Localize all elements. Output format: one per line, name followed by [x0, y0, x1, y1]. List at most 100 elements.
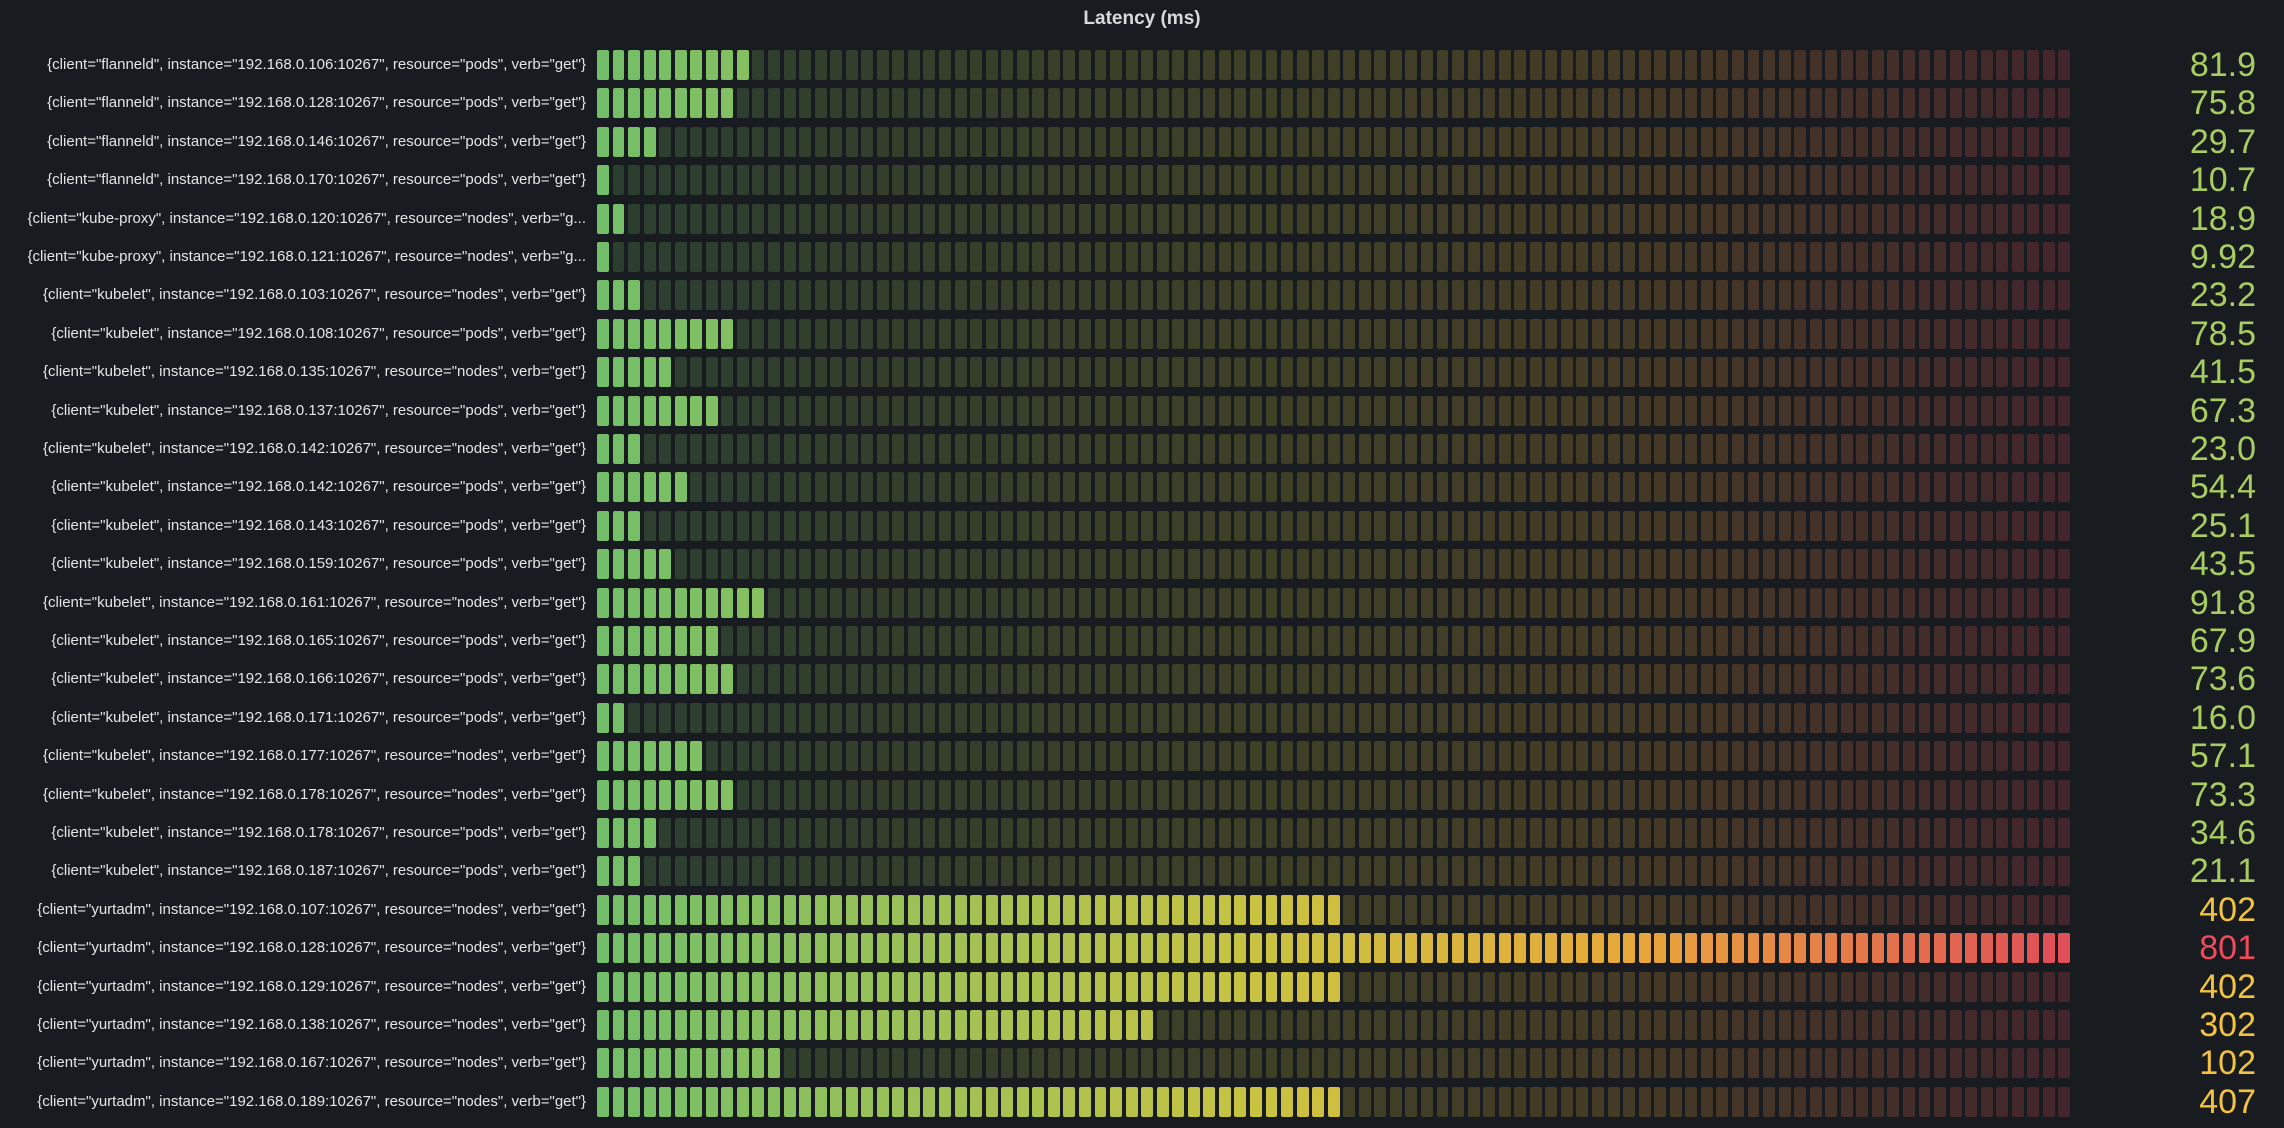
gauge-cell-unlit — [768, 318, 780, 349]
gauge-bar[interactable] — [597, 318, 2074, 349]
gauge-row[interactable]: {client="kubelet", instance="192.168.0.1… — [0, 584, 2284, 622]
gauge-row[interactable]: {client="flanneld", instance="192.168.0.… — [0, 84, 2284, 122]
gauge-row[interactable]: {client="kubelet", instance="192.168.0.1… — [0, 276, 2284, 314]
gauge-cell-unlit — [1063, 626, 1076, 656]
gauge-row[interactable]: {client="kubelet", instance="192.168.0.1… — [0, 430, 2284, 468]
gauge-cell-unlit — [1747, 318, 1760, 349]
gauge-cell-unlit — [814, 702, 827, 733]
gauge-cell-unlit — [1778, 510, 1791, 541]
gauge-cell-unlit — [768, 88, 780, 119]
gauge-cell-unlit — [752, 779, 765, 810]
gauge-cell-lit — [612, 357, 625, 388]
gauge-bar[interactable] — [597, 664, 2074, 695]
gauge-bar[interactable] — [597, 894, 2074, 925]
gauge-cell-lit — [612, 626, 625, 656]
gauge-bar[interactable] — [597, 779, 2074, 810]
gauge-row[interactable]: {client="yurtadm", instance="192.168.0.1… — [0, 1044, 2284, 1082]
gauge-bar[interactable] — [597, 549, 2074, 580]
gauge-cell-unlit — [783, 318, 796, 349]
gauge-bar[interactable] — [597, 933, 2074, 964]
gauge-bar[interactable] — [597, 203, 2074, 234]
gauge-row[interactable]: {client="flanneld", instance="192.168.0.… — [0, 123, 2284, 161]
gauge-bar[interactable] — [597, 472, 2074, 503]
gauge-bar[interactable] — [597, 741, 2074, 772]
gauge-row[interactable]: {client="yurtadm", instance="192.168.0.1… — [0, 1006, 2284, 1044]
gauge-cell-unlit — [1980, 779, 1993, 810]
gauge-bar[interactable] — [597, 242, 2074, 272]
gauge-bar[interactable] — [597, 818, 2074, 848]
gauge-cell-unlit — [1358, 395, 1371, 426]
gauge-cell-unlit — [1436, 1048, 1449, 1079]
gauge-bar[interactable] — [597, 1010, 2074, 1040]
gauge-cell-unlit — [1374, 664, 1387, 695]
gauge-bar[interactable] — [597, 126, 2074, 157]
gauge-row[interactable]: {client="yurtadm", instance="192.168.0.1… — [0, 968, 2284, 1006]
gauge-row[interactable]: {client="kubelet", instance="192.168.0.1… — [0, 622, 2284, 660]
gauge-bar[interactable] — [597, 50, 2074, 80]
gauge-bar[interactable] — [597, 357, 2074, 388]
gauge-bar[interactable] — [597, 88, 2074, 119]
gauge-cell-unlit — [1467, 549, 1480, 580]
gauge-bar[interactable] — [597, 434, 2074, 464]
gauge-row[interactable]: {client="kubelet", instance="192.168.0.1… — [0, 392, 2284, 430]
gauge-bar[interactable] — [597, 856, 2074, 887]
gauge-cell-lit — [1141, 971, 1154, 1002]
gauge-row[interactable]: {client="kubelet", instance="192.168.0.1… — [0, 776, 2284, 814]
gauge-row[interactable]: {client="kubelet", instance="192.168.0.1… — [0, 814, 2284, 852]
gauge-cell-unlit — [1871, 741, 1884, 772]
gauge-row[interactable]: {client="kubelet", instance="192.168.0.1… — [0, 699, 2284, 737]
gauge-row[interactable]: {client="kubelet", instance="192.168.0.1… — [0, 315, 2284, 353]
gauge-row[interactable]: {client="kubelet", instance="192.168.0.1… — [0, 507, 2284, 545]
gauge-cell-unlit — [1700, 702, 1713, 733]
gauge-cell-unlit — [1794, 434, 1807, 464]
gauge-cell-unlit — [1763, 1086, 1775, 1117]
gauge-bar[interactable] — [597, 971, 2074, 1002]
gauge-row[interactable]: {client="kube-proxy", instance="192.168.… — [0, 200, 2284, 238]
gauge-cell-unlit — [954, 702, 967, 733]
gauge-row[interactable]: {client="kubelet", instance="192.168.0.1… — [0, 545, 2284, 583]
gauge-bar[interactable] — [597, 1048, 2074, 1079]
gauge-cell-unlit — [1871, 395, 1884, 426]
gauge-row[interactable]: {client="kubelet", instance="192.168.0.1… — [0, 468, 2284, 506]
gauge-row[interactable]: {client="flanneld", instance="192.168.0.… — [0, 46, 2284, 84]
gauge-cell-unlit — [1685, 318, 1698, 349]
gauge-cell-lit — [861, 894, 874, 925]
gauge-row[interactable]: {client="yurtadm", instance="192.168.0.1… — [0, 929, 2284, 967]
gauge-row[interactable]: {client="kubelet", instance="192.168.0.1… — [0, 353, 2284, 391]
gauge-cell-unlit — [721, 472, 734, 503]
gauge-cell-unlit — [1047, 280, 1060, 311]
gauge-row[interactable]: {client="yurtadm", instance="192.168.0.1… — [0, 891, 2284, 929]
gauge-cell-lit — [1172, 933, 1185, 964]
gauge-bar[interactable] — [597, 510, 2074, 541]
gauge-cell-unlit — [1560, 587, 1573, 618]
gauge-cell-unlit — [1421, 894, 1433, 925]
gauge-row[interactable]: {client="flanneld", instance="192.168.0.… — [0, 161, 2284, 199]
gauge-row[interactable]: {client="yurtadm", instance="192.168.0.1… — [0, 1083, 2284, 1121]
gauge-cell-unlit — [674, 818, 687, 848]
gauge-cell-unlit — [1343, 203, 1356, 234]
gauge-cell-unlit — [2058, 664, 2071, 695]
gauge-cell-unlit — [1125, 50, 1138, 80]
gauge-bar[interactable] — [597, 587, 2074, 618]
gauge-bar[interactable] — [597, 626, 2074, 656]
gauge-cell-unlit — [1685, 50, 1698, 80]
gauge-row[interactable]: {client="kubelet", instance="192.168.0.1… — [0, 660, 2284, 698]
gauge-bar[interactable] — [597, 1086, 2074, 1117]
gauge-cell-unlit — [1078, 1048, 1091, 1079]
gauge-bar[interactable] — [597, 165, 2074, 196]
gauge-bar[interactable] — [597, 702, 2074, 733]
gauge-cell-lit — [1996, 933, 2009, 964]
gauge-cell-unlit — [1094, 856, 1107, 887]
panel-title[interactable]: Latency (ms) — [1083, 8, 1201, 29]
gauge-cell-lit — [628, 933, 641, 964]
gauge-bar[interactable] — [597, 395, 2074, 426]
gauge-cell-unlit — [1576, 779, 1589, 810]
gauge-row[interactable]: {client="kubelet", instance="192.168.0.1… — [0, 737, 2284, 775]
gauge-row[interactable]: {client="kube-proxy", instance="192.168.… — [0, 238, 2284, 276]
gauge-cell-unlit — [830, 1048, 843, 1079]
gauge-row[interactable]: {client="kubelet", instance="192.168.0.1… — [0, 852, 2284, 890]
gauge-cell-unlit — [1218, 280, 1231, 311]
gauge-cell-unlit — [1436, 357, 1449, 388]
gauge-bar[interactable] — [597, 280, 2074, 311]
gauge-cell-unlit — [907, 472, 920, 503]
